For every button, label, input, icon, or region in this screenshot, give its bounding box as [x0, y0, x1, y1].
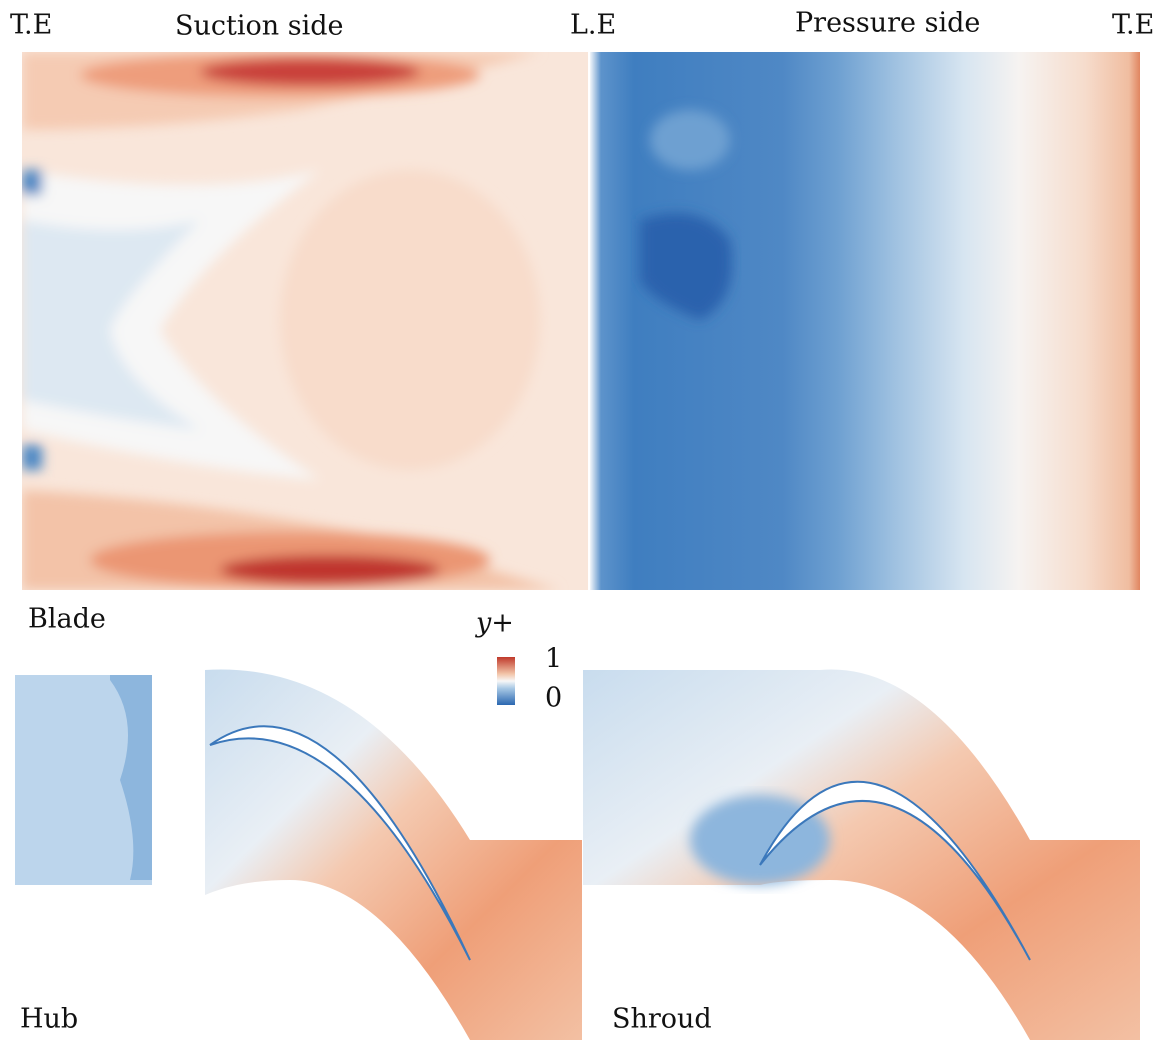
label: T.E: [1112, 10, 1154, 41]
label: Pressure side: [795, 8, 980, 39]
suction-contour: [22, 52, 588, 590]
label: T.E: [10, 10, 52, 41]
shroud-passage: [583, 669, 1140, 1040]
colorbar-max: 1: [545, 644, 562, 675]
label: Hub: [20, 1004, 78, 1035]
hub-inlet-band: [110, 675, 152, 880]
label: L.E: [570, 10, 616, 41]
colorbar: [497, 657, 515, 705]
label: Suction side: [175, 11, 343, 42]
label: Shroud: [612, 1004, 712, 1035]
hub-passage: [205, 669, 582, 1040]
colorbar-title: y+: [475, 608, 514, 639]
colorbar-min: 0: [545, 683, 562, 714]
pressure-contour: [590, 52, 1140, 590]
hub-blade: [209, 725, 471, 961]
shroud-blade: [759, 780, 1031, 961]
label: Blade: [28, 604, 106, 635]
